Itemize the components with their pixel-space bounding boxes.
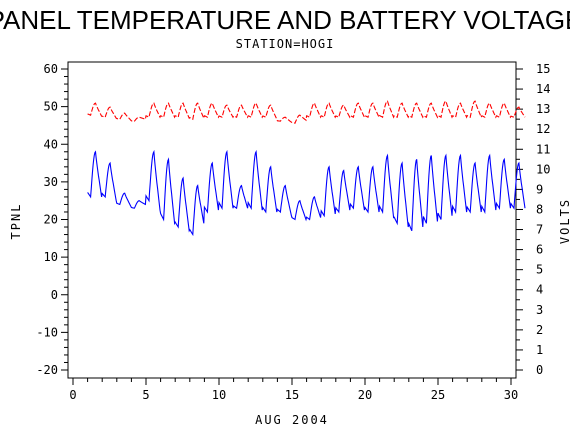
- y-tick-label-right: 7: [536, 223, 543, 237]
- y-tick-label-left: 60: [44, 62, 58, 76]
- y-tick-label-right: 1: [536, 343, 543, 357]
- y-tick-label-right: 8: [536, 202, 543, 216]
- series-line-temperature: [87, 149, 526, 237]
- y-tick-label-right: 5: [536, 263, 543, 277]
- y-tick-label-right: 10: [536, 162, 550, 176]
- y-tick-label-right: 13: [536, 102, 550, 116]
- chart-subtitle: STATION=HOGI: [236, 37, 335, 51]
- chart-title: PANEL TEMPERATURE AND BATTERY VOLTAGE: [0, 5, 570, 35]
- y-tick-label-right: 14: [536, 82, 550, 96]
- y-tick-label-left: 30: [44, 175, 58, 189]
- x-tick-label: 15: [285, 388, 299, 402]
- x-tick-label: 0: [69, 388, 76, 402]
- x-tick-label: 30: [504, 388, 518, 402]
- y-tick-label-left: -10: [36, 325, 58, 339]
- y-tick-label-right: 2: [536, 323, 543, 337]
- y-tick-label-left: 40: [44, 137, 58, 151]
- y-tick-label-right: 3: [536, 303, 543, 317]
- y-tick-label-right: 6: [536, 243, 543, 257]
- y-tick-label-left: 0: [51, 288, 58, 302]
- y-tick-label-right: 15: [536, 62, 550, 76]
- y-tick-label-right: 11: [536, 142, 550, 156]
- x-tick-label: 20: [358, 388, 372, 402]
- y-tick-label-left: 50: [44, 100, 58, 114]
- axes: 0 5 10 15 20 25 30-20-100102030405060012345678…: [36, 62, 550, 402]
- x-tick-label: 5: [142, 388, 149, 402]
- y-tick-label-right: 9: [536, 182, 543, 196]
- y-tick-label-right: 12: [536, 122, 550, 136]
- y-tick-label-left: 20: [44, 213, 58, 227]
- y-tick-label-left: -20: [36, 363, 58, 377]
- x-tick-label: 25: [431, 388, 445, 402]
- x-tick-label: 10: [212, 388, 226, 402]
- y-tick-label-right: 4: [536, 283, 543, 297]
- y-tick-label-right: 0: [536, 363, 543, 377]
- series-line-voltage: [87, 100, 526, 124]
- plot-area: [87, 100, 526, 237]
- x-axis-label: AUG 2004: [255, 413, 329, 427]
- y-tick-label-left: 10: [44, 250, 58, 264]
- y-axis-label-left: TPNL: [9, 203, 23, 240]
- y-axis-label-right: VOLTS: [558, 198, 570, 244]
